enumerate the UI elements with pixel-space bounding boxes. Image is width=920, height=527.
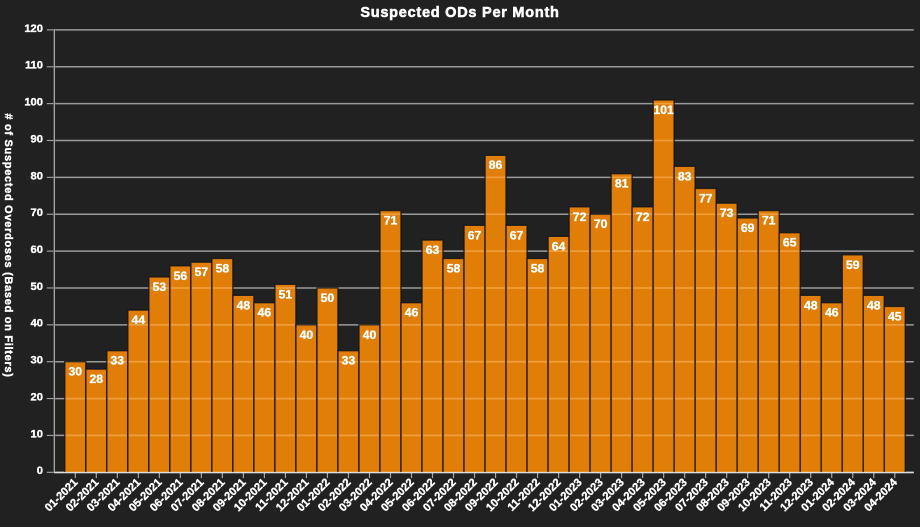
svg-text:80: 80 — [31, 170, 43, 182]
svg-text:48: 48 — [237, 298, 251, 312]
svg-text:# of Suspected Overdoses (Base: # of Suspected Overdoses (Based on Filte… — [2, 113, 14, 377]
svg-text:64: 64 — [552, 239, 566, 253]
svg-text:20: 20 — [31, 391, 43, 403]
svg-text:86: 86 — [489, 158, 503, 172]
svg-text:72: 72 — [573, 210, 587, 224]
svg-text:58: 58 — [531, 261, 545, 275]
svg-text:50: 50 — [31, 281, 43, 293]
svg-text:28: 28 — [90, 372, 104, 386]
svg-text:40: 40 — [363, 328, 377, 342]
svg-text:101: 101 — [653, 103, 674, 117]
svg-text:67: 67 — [468, 228, 482, 242]
svg-text:56: 56 — [174, 269, 188, 283]
svg-text:33: 33 — [111, 354, 125, 368]
svg-text:63: 63 — [426, 243, 440, 257]
svg-text:Suspected ODs Per Month: Suspected ODs Per Month — [360, 5, 559, 21]
svg-text:58: 58 — [447, 261, 461, 275]
svg-text:70: 70 — [31, 207, 43, 219]
svg-text:46: 46 — [825, 306, 839, 320]
svg-text:50: 50 — [321, 291, 335, 305]
svg-text:90: 90 — [31, 133, 43, 145]
svg-text:73: 73 — [720, 206, 734, 220]
svg-text:48: 48 — [804, 298, 818, 312]
svg-text:0: 0 — [37, 465, 43, 477]
svg-text:10: 10 — [31, 428, 43, 440]
svg-text:46: 46 — [405, 306, 419, 320]
svg-text:71: 71 — [384, 214, 398, 228]
svg-text:33: 33 — [342, 354, 356, 368]
svg-text:58: 58 — [216, 261, 230, 275]
svg-text:51: 51 — [279, 287, 293, 301]
svg-text:100: 100 — [24, 97, 43, 109]
svg-text:65: 65 — [783, 236, 797, 250]
svg-text:53: 53 — [153, 280, 167, 294]
svg-text:70: 70 — [594, 217, 608, 231]
svg-text:30: 30 — [31, 355, 43, 367]
svg-text:71: 71 — [762, 214, 776, 228]
svg-text:83: 83 — [678, 169, 692, 183]
svg-text:40: 40 — [300, 328, 314, 342]
svg-text:60: 60 — [31, 244, 43, 256]
svg-text:57: 57 — [195, 265, 209, 279]
svg-text:69: 69 — [741, 221, 755, 235]
svg-text:48: 48 — [867, 298, 881, 312]
svg-text:67: 67 — [510, 228, 524, 242]
svg-text:40: 40 — [31, 318, 43, 330]
svg-text:110: 110 — [25, 60, 43, 72]
svg-text:81: 81 — [615, 177, 629, 191]
svg-text:46: 46 — [258, 306, 272, 320]
svg-text:72: 72 — [636, 210, 650, 224]
svg-text:30: 30 — [69, 365, 83, 379]
svg-text:120: 120 — [24, 23, 43, 35]
svg-text:45: 45 — [888, 309, 902, 323]
svg-text:44: 44 — [132, 313, 146, 327]
svg-text:59: 59 — [846, 258, 860, 272]
svg-text:77: 77 — [699, 191, 713, 205]
